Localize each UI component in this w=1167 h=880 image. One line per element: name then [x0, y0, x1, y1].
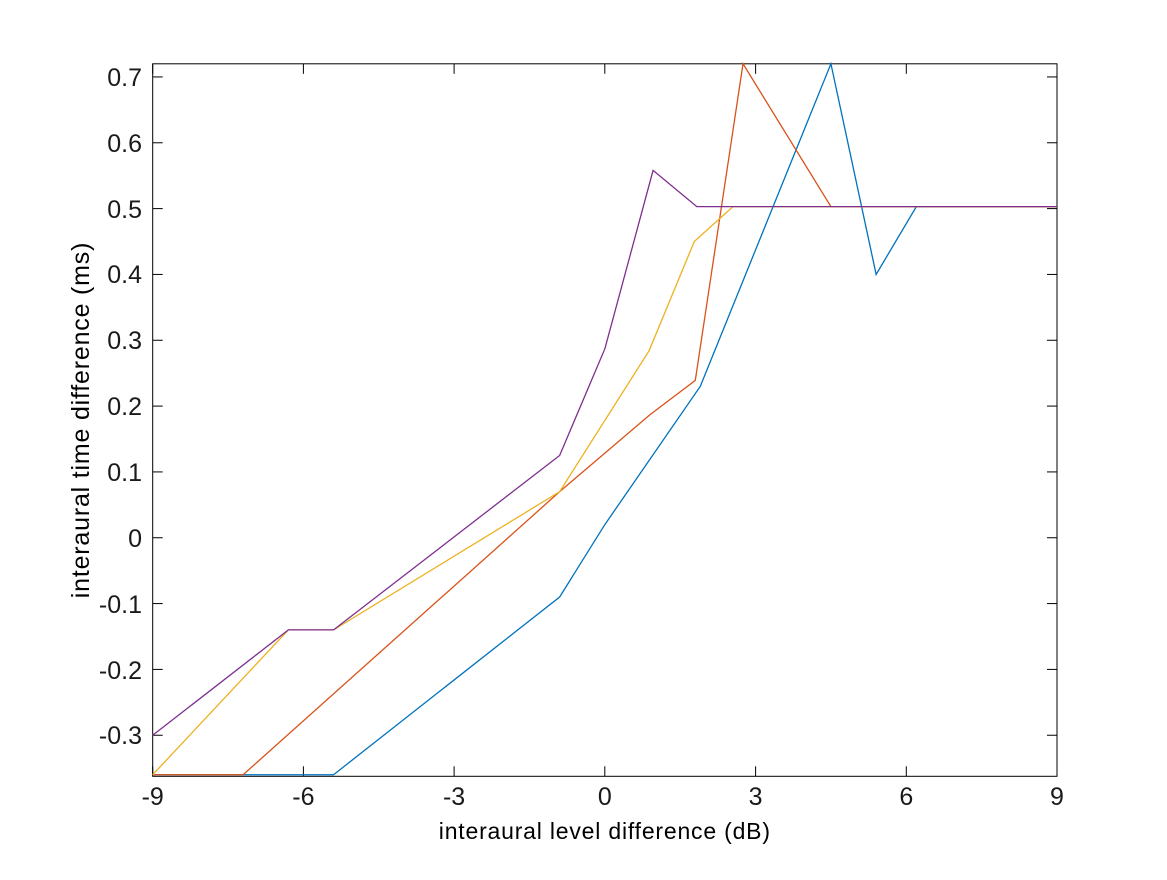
svg-text:0.6: 0.6: [107, 130, 142, 158]
svg-text:0: 0: [598, 783, 612, 811]
svg-text:0.7: 0.7: [107, 64, 142, 92]
svg-text:-0.2: -0.2: [99, 657, 142, 685]
svg-text:0.2: 0.2: [107, 393, 142, 421]
svg-text:-9: -9: [142, 783, 164, 811]
svg-text:6: 6: [899, 783, 913, 811]
svg-text:0.3: 0.3: [107, 327, 142, 355]
svg-text:0.1: 0.1: [107, 459, 142, 487]
svg-text:-0.1: -0.1: [99, 591, 142, 619]
svg-text:-6: -6: [292, 783, 314, 811]
svg-text:interaural time difference (ms: interaural time difference (ms): [67, 242, 95, 598]
svg-text:-0.3: -0.3: [99, 722, 142, 750]
svg-text:interaural level difference (d: interaural level difference (dB): [439, 818, 771, 844]
svg-text:0.5: 0.5: [107, 196, 142, 224]
svg-text:9: 9: [1050, 783, 1064, 811]
svg-text:0.4: 0.4: [107, 261, 142, 289]
svg-text:-3: -3: [443, 783, 465, 811]
svg-text:3: 3: [749, 783, 763, 811]
svg-text:0: 0: [128, 525, 142, 553]
